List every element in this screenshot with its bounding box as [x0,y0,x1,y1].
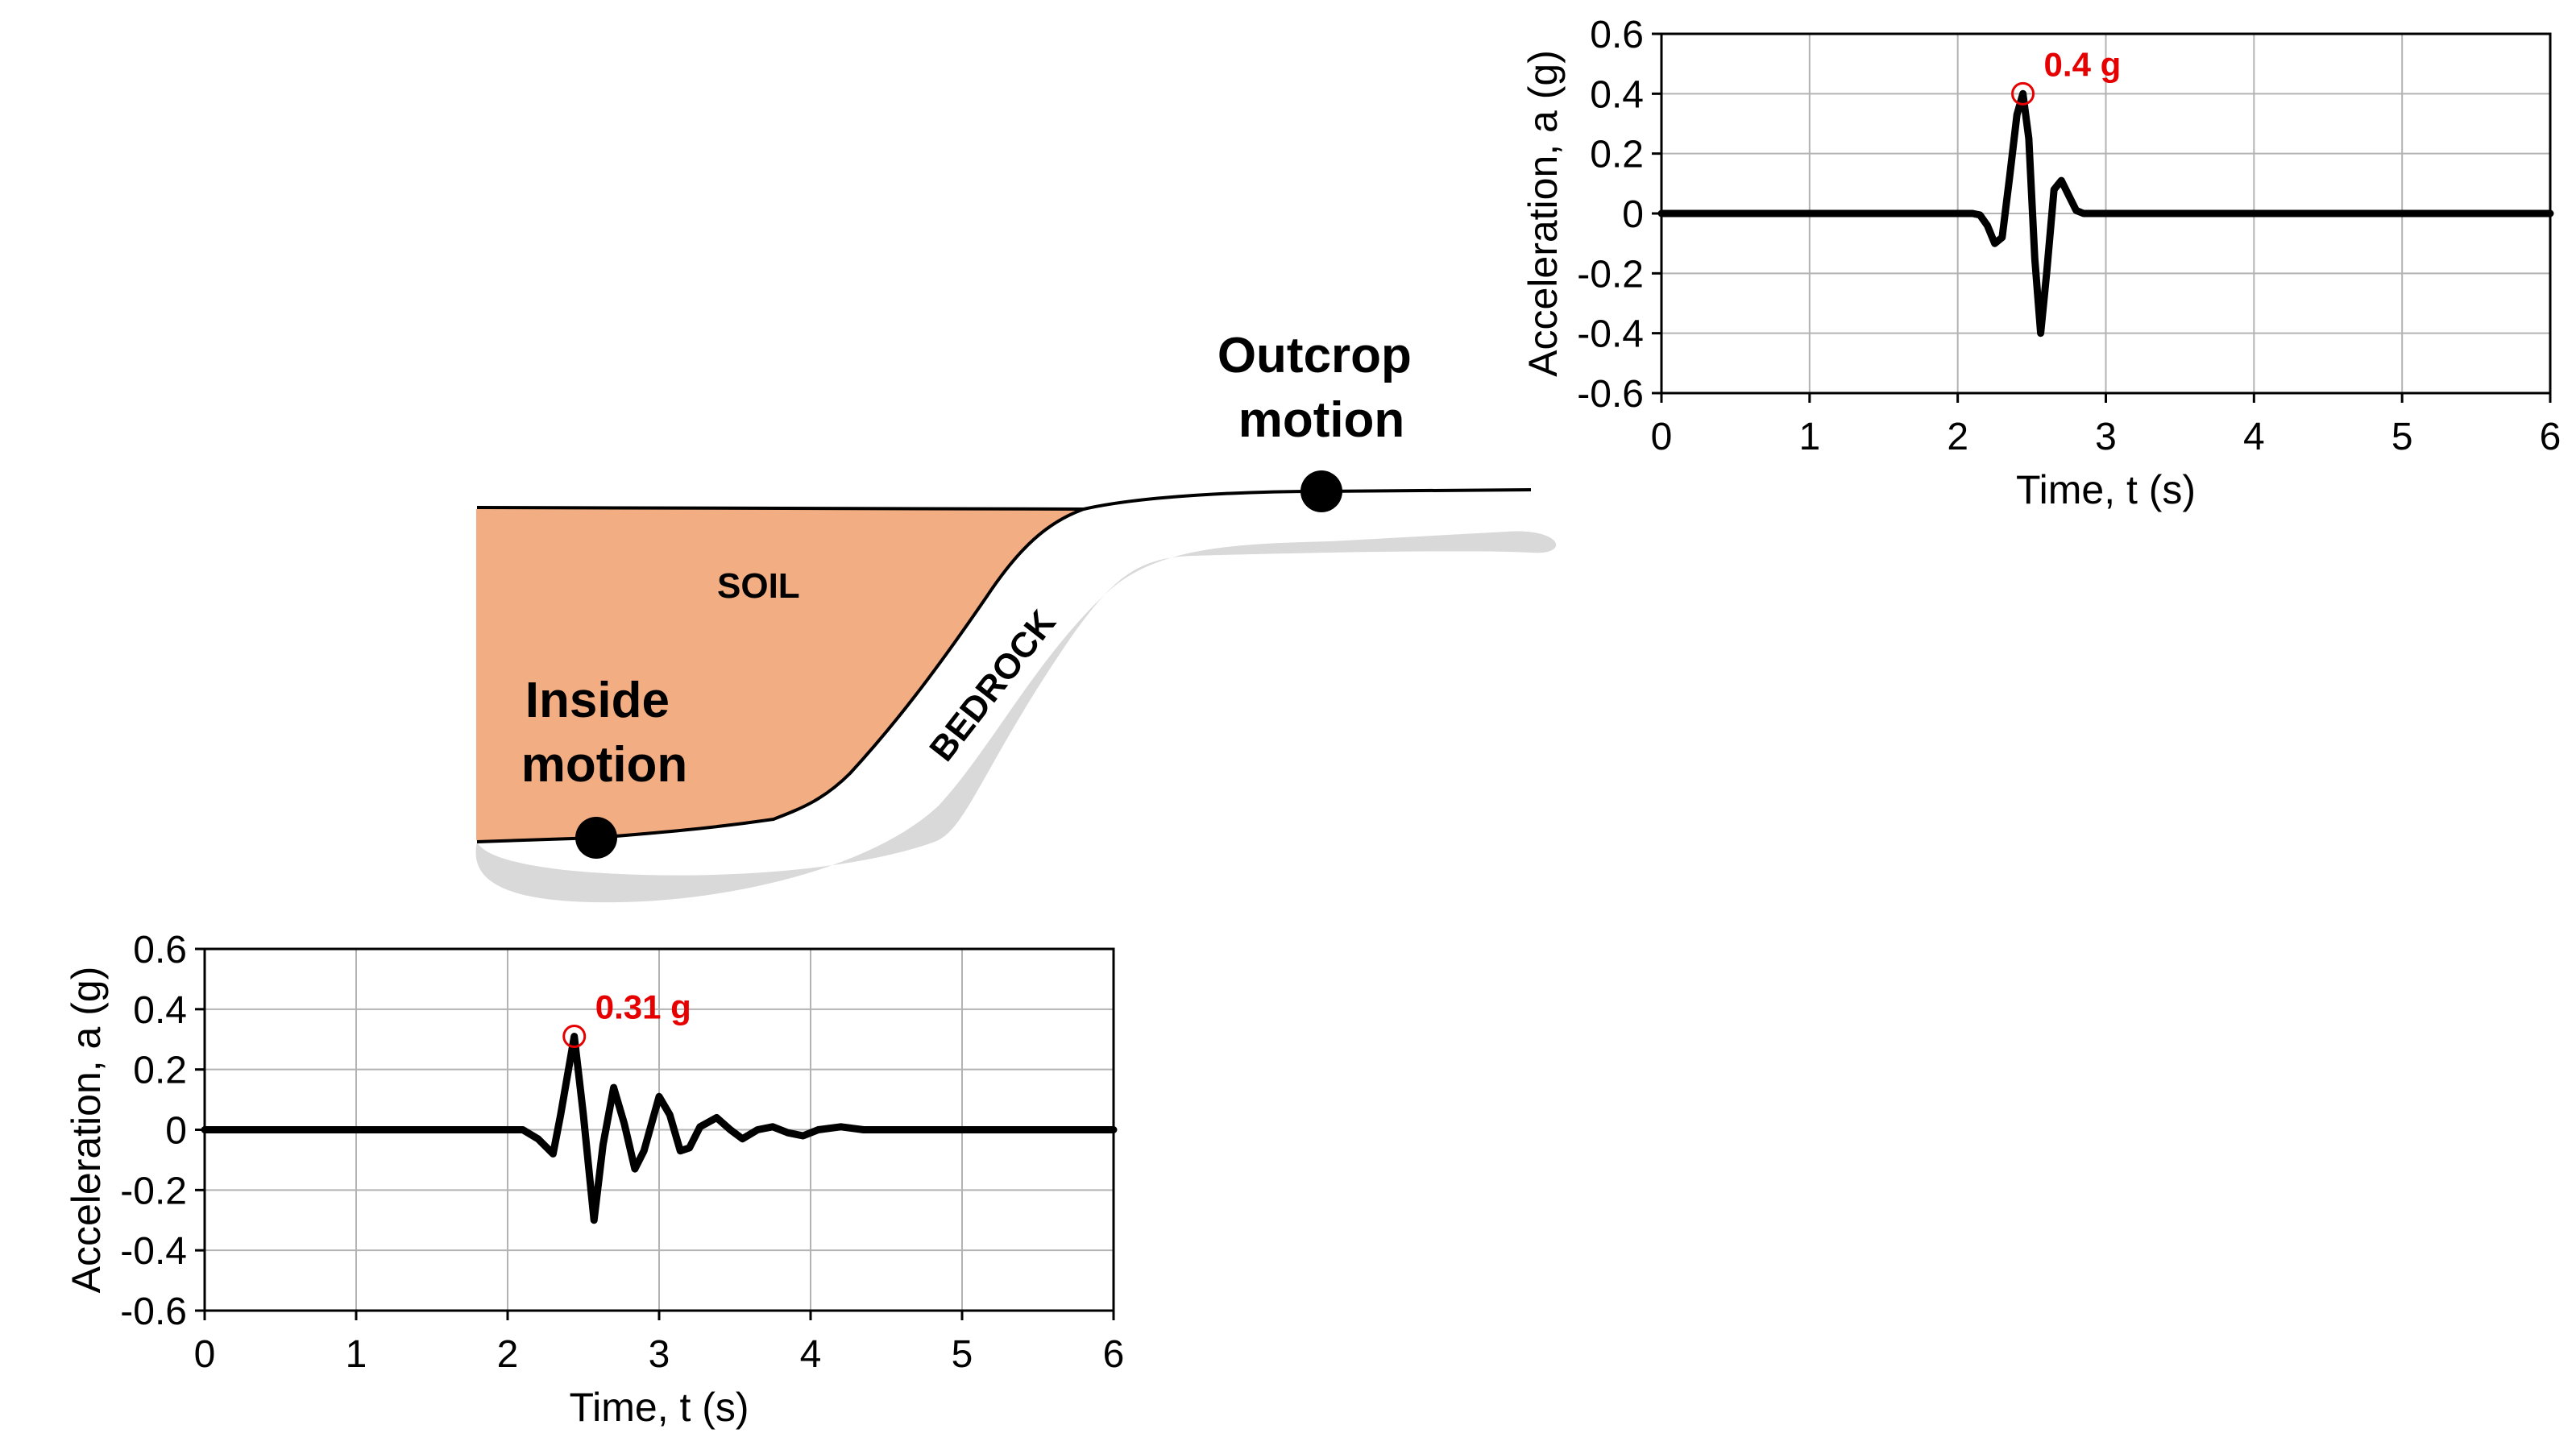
rock-surface-line [476,488,1532,843]
inside-label-line1: Inside [525,673,670,728]
y-tick-label: -0.6 [1577,373,1644,416]
inside-chart-ticks: 0 1 2 3 4 5 6 0.6 0.4 0.2 0 -0.2 -0.4 -0.6 [120,929,1124,1376]
outcrop-peak-marker [2011,81,2035,106]
outcrop-acceleration-series [1657,89,2554,338]
x-tick-label: 1 [346,1333,367,1376]
x-tick-label: 3 [2095,416,2117,458]
soil-layer [477,507,1084,842]
x-tick-label: 2 [1947,416,1968,458]
y-tick-label: -0.6 [120,1290,187,1333]
bedrock-layer [475,531,1557,903]
inside-motion-label: Inside motion [521,673,688,793]
x-tick-label: 6 [2540,416,2561,458]
x-tick-label: 4 [800,1333,822,1376]
outcrop-motion-label: Outcrop motion [1217,328,1425,448]
outcrop-label-line1: Outcrop [1217,328,1412,383]
inside-peak-marker [562,1025,587,1049]
x-tick-label: 0 [194,1333,216,1376]
inside-x-axis-title: Time, t (s) [569,1385,749,1430]
outcrop-peak-label: 0.4 g [2044,45,2122,83]
outcrop-y-axis-title: Acceleration, a (g) [1520,50,1566,377]
y-tick-label: 0.6 [1590,14,1644,56]
y-tick-label: 0 [165,1110,187,1153]
outcrop-x-axis-title: Time, t (s) [2016,467,2196,512]
y-tick-label: 0.4 [1590,73,1644,116]
x-tick-label: 3 [649,1333,670,1376]
x-tick-label: 4 [2243,416,2265,458]
x-tick-label: 6 [1103,1333,1125,1376]
x-tick-label: 2 [497,1333,519,1376]
inside-motion-marker [575,817,617,859]
outcrop-chart-ticks: 0 1 2 3 4 5 6 0.6 0.4 0.2 0 -0.2 -0.4 -0.6 [1577,14,2561,458]
outcrop-chart: 0 1 2 3 4 5 6 0.6 0.4 0.2 0 -0.2 -0.4 -0.6 0.4 g Time… [1520,14,2561,512]
outcrop-label-line2: motion [1238,392,1405,448]
y-tick-label: -0.4 [1577,313,1644,356]
outcrop-motion-marker [1300,470,1342,512]
y-tick-label: 0.6 [133,929,187,971]
inside-chart-grid [205,949,1114,1311]
inside-acceleration-series [201,1033,1118,1224]
y-tick-label: -0.2 [120,1170,187,1212]
inside-label-line2: motion [521,737,688,793]
cross-section: SOIL BEDROCK Outcrop motion Inside motio… [475,328,1557,903]
inside-y-axis-title: Acceleration, a (g) [64,967,109,1294]
x-tick-label: 0 [1651,416,1673,458]
y-tick-label: 0.2 [1590,134,1644,176]
x-tick-label: 5 [952,1333,973,1376]
inside-peak-label: 0.31 g [595,988,691,1026]
x-tick-label: 5 [2391,416,2413,458]
y-tick-label: -0.2 [1577,253,1644,296]
y-tick-label: -0.4 [120,1230,187,1273]
inside-chart: 0 1 2 3 4 5 6 0.6 0.4 0.2 0 -0.2 -0.4 -0.6 0.31 g Tim… [64,929,1124,1430]
soil-top-line [476,506,1085,511]
y-tick-label: 0.4 [133,989,187,1032]
soil-label: SOIL [717,566,800,606]
x-tick-label: 1 [1798,416,1820,458]
y-tick-label: 0.2 [133,1050,187,1092]
y-tick-label: 0 [1622,193,1644,236]
